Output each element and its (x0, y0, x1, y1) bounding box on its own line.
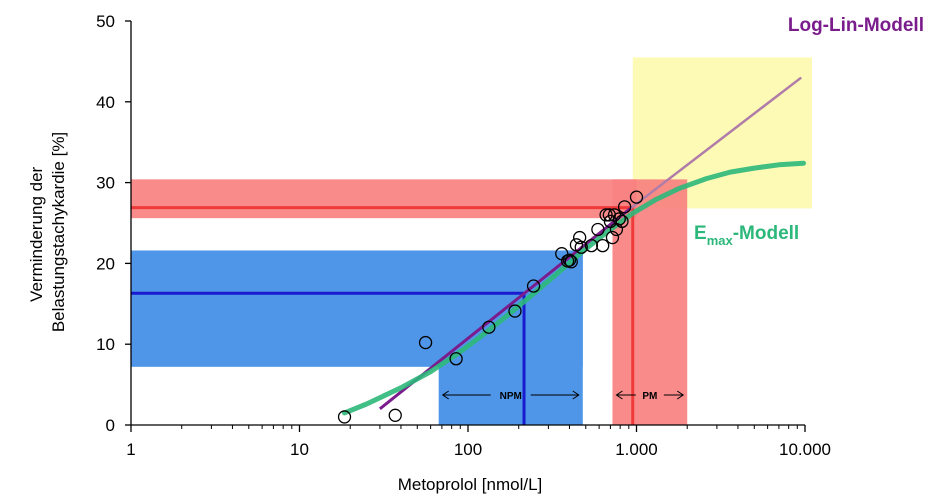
observation-points (337, 190, 644, 424)
observation-point (574, 240, 588, 254)
npm-arrowhead-right (572, 390, 580, 400)
x-tick-label: 1.000 (615, 440, 658, 459)
observation-point (564, 255, 578, 269)
model-curves (342, 76, 806, 416)
x-tick-label: 10.000 (779, 440, 831, 459)
observation-point (526, 279, 541, 293)
observation-point (612, 212, 626, 226)
emax-model-label: Emax-Modell (694, 223, 799, 248)
y-axis-title-line-1: Verminderung der (27, 166, 46, 301)
observation-point (482, 320, 496, 334)
y-tick-label: 20 (96, 254, 115, 273)
pm-label: PM (642, 391, 657, 402)
emax-label-suffix: -Modell (733, 223, 800, 244)
axes: 0 10 20 30 40 50 1 10 100 1.000 10.000 (96, 12, 831, 459)
y-axis-title: Verminderung der Belastungstachykardie [… (27, 132, 68, 332)
observation-point (573, 230, 587, 245)
emax-label-main: E (694, 223, 707, 244)
y-tick-label: 50 (96, 12, 115, 31)
annotations: NPM PM (441, 390, 685, 402)
observation-point (337, 410, 352, 424)
pm-arrowhead-left (615, 390, 623, 400)
observation-point (508, 304, 522, 318)
y-tick-label: 0 (106, 416, 115, 435)
x-axis-title: Metoprolol [nmol/L] (398, 475, 543, 494)
npm-vertical-band (438, 250, 583, 425)
emax-model-curve (342, 160, 806, 416)
observation-point (591, 222, 605, 237)
y-axis-title-line-2: Belastungstachykardie [%] (49, 132, 68, 332)
observation-point (629, 190, 644, 204)
y-tick-label: 30 (96, 174, 115, 193)
observation-point (584, 238, 599, 253)
pm-horizontal-band (131, 179, 637, 219)
observation-point (418, 335, 433, 350)
y-tick-label: 40 (96, 93, 115, 112)
observation-point (596, 238, 610, 253)
npm-arrowhead-left (441, 390, 449, 400)
x-tick-label: 10 (290, 440, 309, 459)
observation-point (599, 208, 613, 222)
observation-point (562, 253, 577, 267)
observation-point (388, 408, 402, 422)
observation-point (615, 214, 629, 229)
x-tick-label: 1 (126, 440, 135, 459)
npm-label: NPM (500, 391, 522, 402)
observation-point (449, 352, 463, 366)
pm-arrowhead-right (676, 390, 685, 400)
loglin-model-extrapolation (629, 76, 803, 210)
observation-point (605, 230, 620, 245)
observation-point (617, 200, 632, 214)
y-tick-label: 10 (96, 335, 115, 354)
loglin-model-label: Log-Lin-Modell (788, 15, 924, 36)
emax-label-sub: max (707, 233, 734, 248)
x-tick-label: 100 (454, 440, 482, 459)
